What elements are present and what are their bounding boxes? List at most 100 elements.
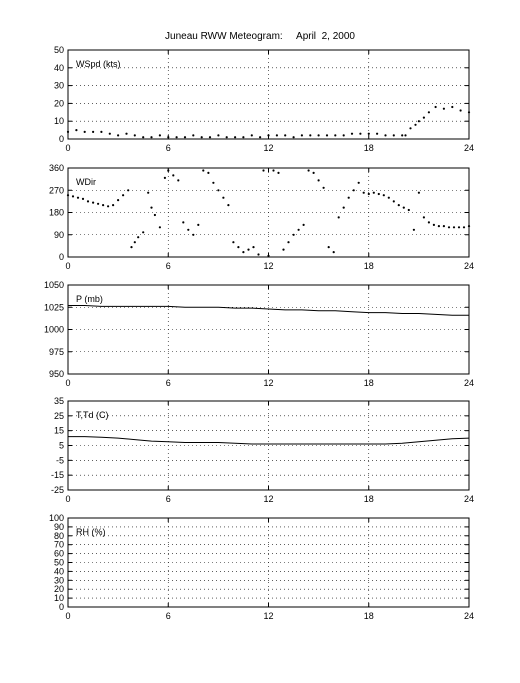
- data-point: [442, 225, 445, 228]
- data-point: [362, 191, 365, 194]
- data-point: [417, 191, 420, 194]
- data-point: [183, 136, 187, 139]
- y-tick-label: -5: [56, 455, 64, 465]
- y-tick-label: 950: [49, 369, 64, 379]
- data-point: [357, 181, 360, 184]
- data-point: [422, 116, 425, 119]
- data-point: [377, 192, 380, 196]
- data-point: [208, 136, 212, 139]
- y-tick-label: 1050: [44, 280, 64, 290]
- x-tick-label: 24: [464, 143, 474, 153]
- data-point: [137, 236, 140, 239]
- y-tick-label: 40: [54, 63, 64, 73]
- x-tick-label: 18: [364, 611, 374, 621]
- y-tick-label: 35: [54, 396, 64, 406]
- y-tick-label: 30: [54, 81, 64, 91]
- y-tick-label: 0: [59, 134, 64, 144]
- data-point: [322, 186, 325, 189]
- data-point: [414, 123, 417, 126]
- data-point: [332, 251, 335, 254]
- data-point: [133, 134, 136, 137]
- panel-label: WSpd (kts): [76, 59, 121, 69]
- data-point: [66, 194, 70, 197]
- data-point: [217, 134, 220, 137]
- data-point: [267, 254, 270, 257]
- data-point: [401, 134, 404, 137]
- y-tick-label: 1025: [44, 302, 64, 312]
- x-tick-label: 6: [166, 494, 171, 504]
- data-point: [153, 213, 156, 217]
- x-tick-label: 12: [263, 611, 273, 621]
- data-point: [284, 134, 287, 137]
- data-point: [409, 127, 412, 130]
- data-point: [437, 225, 440, 228]
- data-point: [422, 216, 425, 219]
- data-point: [150, 136, 153, 139]
- data-point: [192, 134, 195, 137]
- panel-label: WDir: [76, 177, 96, 187]
- data-point: [142, 231, 145, 234]
- data-point: [412, 228, 415, 231]
- data-point: [167, 136, 170, 139]
- data-point: [259, 136, 262, 139]
- y-tick-label: 0: [59, 252, 64, 262]
- data-point: [392, 134, 395, 137]
- y-tick-label: 20: [54, 98, 64, 108]
- data-point: [130, 246, 133, 249]
- data-point: [76, 196, 80, 199]
- x-tick-label: 0: [65, 143, 70, 153]
- x-tick-label: 24: [464, 378, 474, 388]
- y-tick-label: 180: [49, 208, 64, 218]
- y-tick-label: 50: [54, 45, 64, 55]
- data-point: [66, 130, 70, 133]
- x-tick-label: 12: [263, 378, 273, 388]
- data-point: [225, 136, 228, 139]
- data-point: [427, 221, 430, 224]
- data-point: [167, 169, 170, 172]
- data-point: [300, 134, 303, 137]
- data-point: [177, 179, 180, 182]
- data-point: [372, 191, 375, 194]
- data-point: [432, 223, 435, 226]
- data-point: [133, 241, 136, 244]
- data-point: [317, 179, 320, 182]
- data-point: [347, 196, 350, 199]
- y-tick-label: 10: [54, 116, 64, 126]
- data-point: [287, 241, 290, 244]
- y-tick-label: 50: [54, 558, 64, 568]
- data-point: [197, 223, 200, 226]
- data-point: [232, 241, 235, 244]
- x-tick-label: 18: [364, 494, 374, 504]
- data-point: [367, 192, 370, 196]
- data-point: [83, 130, 86, 133]
- data-point: [107, 205, 110, 208]
- x-tick-label: 12: [263, 143, 273, 153]
- data-point: [158, 226, 161, 229]
- data-point: [125, 132, 128, 135]
- data-point: [247, 248, 250, 251]
- data-point: [302, 223, 305, 226]
- y-tick-label: 5: [59, 441, 64, 451]
- x-tick-label: 6: [166, 261, 171, 271]
- data-point: [376, 132, 379, 135]
- data-point: [451, 105, 454, 109]
- x-tick-label: 0: [65, 378, 70, 388]
- data-point: [267, 134, 270, 137]
- data-point: [234, 136, 237, 139]
- data-point: [207, 171, 210, 174]
- data-point: [317, 134, 320, 137]
- data-point: [457, 226, 461, 229]
- panel-3: 0 6 12 18 24 -25 -15 -5 5 15 25 35 T,Td (C): [51, 396, 474, 504]
- y-tick-label: 20: [54, 584, 64, 594]
- data-point: [442, 107, 445, 110]
- data-point: [337, 216, 340, 219]
- x-tick-label: 18: [364, 261, 374, 271]
- data-point: [202, 169, 205, 172]
- data-point: [384, 134, 387, 137]
- y-tick-label: 975: [49, 347, 64, 357]
- data-point: [142, 136, 145, 139]
- data-point: [407, 208, 410, 212]
- panel-1: 0 6 12 18 24 0 90 180 270 360 WDir: [49, 163, 474, 271]
- data-point: [117, 199, 120, 202]
